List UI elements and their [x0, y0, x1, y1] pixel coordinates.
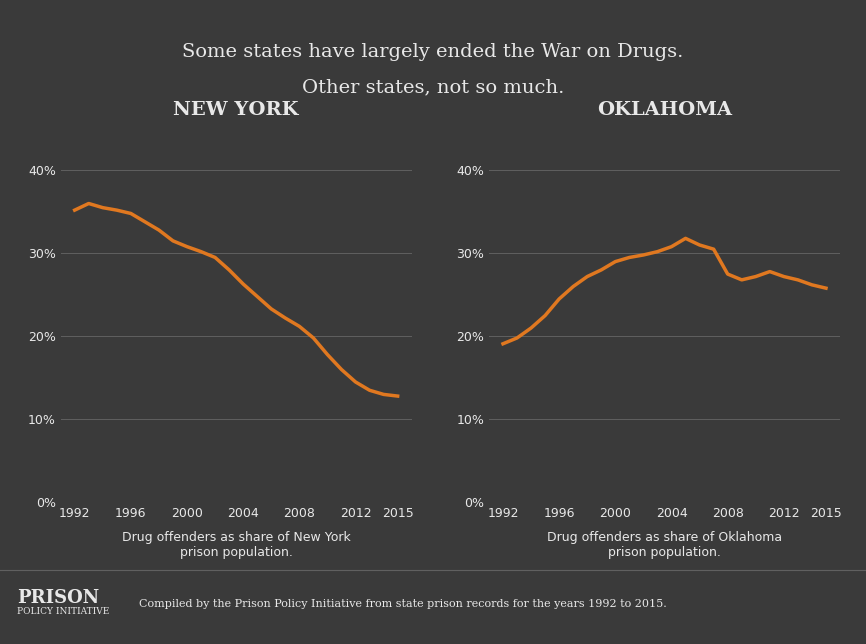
- X-axis label: Drug offenders as share of Oklahoma
prison population.: Drug offenders as share of Oklahoma pris…: [547, 531, 782, 559]
- Text: POLICY INITIATIVE: POLICY INITIATIVE: [17, 607, 110, 616]
- Text: Other states, not so much.: Other states, not so much.: [302, 78, 564, 96]
- Title: NEW YORK: NEW YORK: [173, 101, 299, 119]
- Text: Compiled by the Prison Policy Initiative from state prison records for the years: Compiled by the Prison Policy Initiative…: [139, 599, 666, 609]
- Text: PRISON: PRISON: [17, 589, 100, 607]
- Text: Some states have largely ended the War on Drugs.: Some states have largely ended the War o…: [183, 43, 683, 61]
- Title: OKLAHOMA: OKLAHOMA: [597, 101, 732, 119]
- X-axis label: Drug offenders as share of New York
prison population.: Drug offenders as share of New York pris…: [122, 531, 351, 559]
